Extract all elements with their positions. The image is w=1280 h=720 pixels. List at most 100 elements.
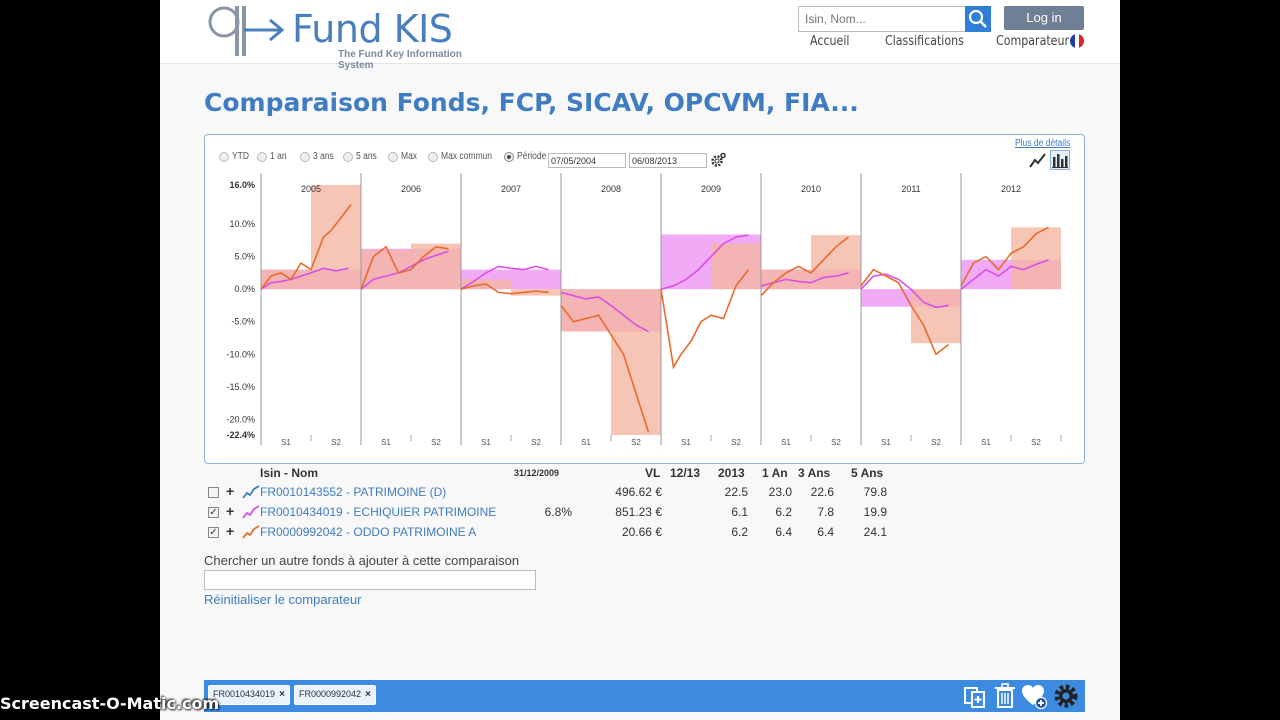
header-date: 31/12/2009: [514, 468, 560, 478]
period-ytd[interactable]: YTD: [219, 151, 252, 162]
radio-icon[interactable]: [300, 151, 310, 162]
header-3-ans[interactable]: 3 Ans: [798, 466, 831, 480]
chart-panel: YTD 1 an 3 ans 5 ans Max Max commun Péri…: [204, 134, 1085, 464]
semester-label: S2: [431, 438, 441, 447]
more-details-link[interactable]: Plus de détails: [1015, 138, 1071, 149]
header-2013[interactable]: 2013: [718, 466, 745, 480]
fund-checkbox[interactable]: ✓: [208, 527, 219, 538]
series-line: [660, 269, 750, 370]
semester-label: S2: [731, 438, 741, 447]
semester-label: S2: [631, 438, 641, 447]
bar-chart-toggle[interactable]: [1050, 150, 1070, 170]
header-vl[interactable]: VL: [645, 466, 661, 480]
period-custom[interactable]: Période: [504, 151, 551, 162]
fund-name-link[interactable]: FR0000992042 - ODDO PATRIMOINE A: [260, 525, 477, 539]
plus-icon[interactable]: +: [226, 523, 235, 539]
chart-bar: [1011, 227, 1061, 290]
radio-icon[interactable]: [343, 151, 353, 162]
fund-name-link[interactable]: FR0010434019 - ECHIQUIER PATRIMOINE: [260, 505, 497, 519]
series-line: [260, 204, 352, 290]
semester-label: S2: [1031, 438, 1041, 447]
semester-label: S2: [931, 438, 941, 447]
header-isin-nom[interactable]: Isin - Nom: [260, 466, 319, 480]
series-line: [560, 291, 649, 333]
table-row: ✓ + FR0010434019 - ECHIQUIER PATRIMOINE 6.8…: [204, 502, 904, 522]
header-1-an[interactable]: 1 An: [762, 466, 788, 480]
table-row: + FR0010143552 - PATRIMOINE (D) 496.62 € 22…: [204, 482, 904, 502]
y-tick-label: -10.0%: [226, 349, 255, 359]
semester-label: S1: [581, 438, 591, 447]
period-label: Max: [401, 151, 418, 162]
fund-checkbox[interactable]: [208, 487, 219, 498]
line-chart-icon[interactable]: [1029, 151, 1047, 169]
chart-bar: [611, 289, 661, 435]
flag-white-band: [1074, 34, 1080, 48]
chart-bar: [411, 243, 461, 290]
cell-one-year: 23.0: [768, 485, 792, 499]
series-line: [460, 265, 549, 290]
semester-label: S2: [531, 438, 541, 447]
plus-icon[interactable]: +: [226, 503, 235, 519]
semester-label: S1: [981, 438, 991, 447]
performance-chart: 16.0% 10.0% 5.0% 0.0% -5.0% -10.0% -15.0% -20.0…: [226, 173, 1062, 447]
semester-label: S1: [381, 438, 391, 447]
period-max-commun[interactable]: Max commun: [428, 151, 501, 162]
flag-red-band: [1079, 34, 1084, 48]
radio-selected-icon[interactable]: [504, 151, 514, 162]
fund-checkbox[interactable]: ✓: [208, 507, 219, 518]
nav-comparateur[interactable]: Comparateur: [996, 34, 1070, 49]
series-line: [960, 259, 1049, 290]
radio-icon[interactable]: [219, 151, 229, 162]
radio-icon[interactable]: [388, 151, 398, 162]
fund-name-link[interactable]: FR0010143552 - PATRIMOINE (D): [260, 485, 447, 499]
search-input[interactable]: [798, 6, 966, 32]
semester-label: S1: [481, 438, 491, 447]
semester-label: S1: [281, 438, 291, 447]
compare-chip[interactable]: FR0000992042 ×: [294, 685, 376, 705]
favorite-add-icon[interactable]: [1020, 682, 1048, 710]
chip-close-icon[interactable]: ×: [279, 689, 285, 700]
header-5-ans[interactable]: 5 Ans: [851, 466, 884, 480]
search-button[interactable]: [965, 6, 991, 32]
comparison-bar: FR0010434019 × FR0000992042 ×: [204, 680, 1085, 712]
logo-title: Fund KIS: [292, 7, 453, 51]
fund-kis-logo[interactable]: Fund KIS The Fund Key Information System: [204, 2, 464, 71]
cell-date-val: 6.8%: [544, 505, 572, 519]
y-tick-label: -22.4%: [226, 430, 255, 440]
nav-classifications[interactable]: Classifications: [885, 34, 964, 49]
chip-label: FR0010434019: [213, 689, 276, 699]
login-button[interactable]: Log in: [1004, 6, 1084, 30]
logo-mark-icon: [208, 6, 285, 56]
settings-icon[interactable]: [710, 152, 726, 168]
search-icon: [968, 9, 987, 28]
semester-label: S2: [331, 438, 341, 447]
y-tick-label: -5.0%: [231, 317, 255, 327]
french-flag-icon[interactable]: [1070, 34, 1084, 48]
page: Fund KIS The Fund Key Information System…: [160, 0, 1120, 720]
settings-icon[interactable]: [1052, 682, 1080, 710]
screencast-watermark: Screencast-O-Matic.com: [0, 694, 220, 713]
plus-icon[interactable]: +: [226, 483, 235, 499]
period-3-ans[interactable]: 3 ans: [300, 151, 337, 162]
date-from-input[interactable]: [548, 153, 626, 168]
chip-close-icon[interactable]: ×: [365, 689, 371, 700]
radio-icon[interactable]: [257, 151, 267, 162]
add-fund-input[interactable]: [204, 570, 536, 590]
reset-comparator-link[interactable]: Réinitialiser le comparateur: [204, 592, 362, 607]
fund-table: Isin - Nom 31/12/2009 VL 12/13 2013 1 An…: [204, 464, 904, 544]
date-to-input[interactable]: [629, 153, 707, 168]
cell-vl: 20.66 €: [621, 525, 662, 539]
add-compare-icon[interactable]: [962, 682, 990, 710]
cell-three-years: 7.8: [817, 505, 834, 519]
year-label: 2012: [1001, 184, 1021, 194]
cell-one-year: 6.2: [775, 505, 792, 519]
radio-icon[interactable]: [428, 151, 438, 162]
nav-accueil[interactable]: Accueil: [810, 34, 850, 49]
header-12-13[interactable]: 12/13: [670, 466, 701, 480]
period-1-an[interactable]: 1 an: [257, 151, 289, 162]
period-max[interactable]: Max: [388, 151, 420, 162]
period-5-ans[interactable]: 5 ans: [343, 151, 380, 162]
bar-chart-icon: [1052, 154, 1068, 168]
compare-chip[interactable]: FR0010434019 ×: [208, 685, 290, 705]
trash-icon[interactable]: [991, 682, 1019, 710]
